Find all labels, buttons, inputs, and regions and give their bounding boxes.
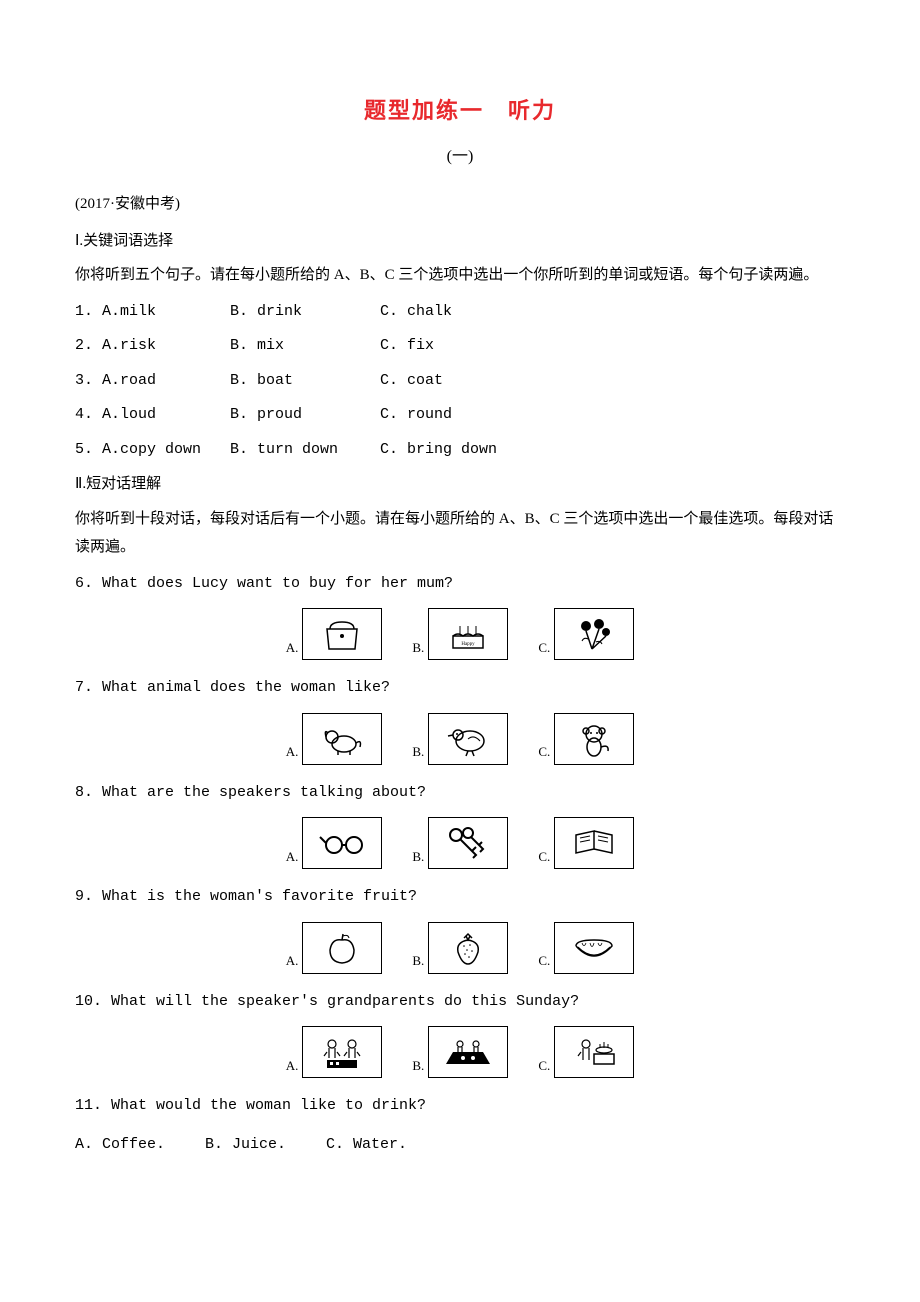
sub-title: (一) [75, 142, 845, 172]
keys-icon [428, 817, 508, 869]
section2-instructions: 你将听到十段对话，每段对话后有一个小题。请在每小题所给的 A、B、C 三个选项中… [75, 505, 845, 562]
image-option: B. [412, 1026, 508, 1078]
question-text: 9. What is the woman's favorite fruit? [75, 883, 845, 912]
image-options-row: A. B. C. [75, 817, 845, 869]
image-option: A. [286, 608, 383, 660]
flowers-icon [554, 608, 634, 660]
strawberry-icon [428, 922, 508, 974]
mc-question-row: 3. A.road B. boat C. coat [75, 367, 845, 396]
mc-option-a: 3. A.road [75, 367, 230, 396]
option-label: B. [412, 740, 424, 765]
image-option: A. [286, 922, 383, 974]
mc-option-c: C. round [380, 401, 845, 430]
apple-icon [302, 922, 382, 974]
section1-header: Ⅰ.关键词语选择 [75, 227, 845, 256]
text-option: B. Juice. [205, 1131, 286, 1160]
mc-option-c: C. chalk [380, 298, 845, 327]
image-options-row: A. B. C. [75, 713, 845, 765]
picnic-icon [428, 1026, 508, 1078]
image-options-row: A. B. C. [75, 1026, 845, 1078]
mc-option-b: B. drink [230, 298, 380, 327]
cooking-icon [554, 1026, 634, 1078]
option-label: C. [538, 1054, 550, 1079]
mc-option-b: B. turn down [230, 436, 380, 465]
bird-icon [428, 713, 508, 765]
image-option: B. [412, 817, 508, 869]
option-label: B. [412, 949, 424, 974]
mc-option-b: B. proud [230, 401, 380, 430]
option-label: A. [286, 740, 299, 765]
question-text: 8. What are the speakers talking about? [75, 779, 845, 808]
option-label: A. [286, 1054, 299, 1079]
mc-option-a: 4. A.loud [75, 401, 230, 430]
birthday-cake-icon: Happy [428, 608, 508, 660]
mc-option-a: 5. A.copy down [75, 436, 230, 465]
option-label: C. [538, 740, 550, 765]
option-label: C. [538, 949, 550, 974]
mc-option-c: C. fix [380, 332, 845, 361]
image-option: A. [286, 713, 383, 765]
image-option: A. [286, 1026, 383, 1078]
monkey-icon [554, 713, 634, 765]
mc-option-b: B. boat [230, 367, 380, 396]
books-icon [554, 817, 634, 869]
image-option: C. [538, 608, 634, 660]
watermelon-icon [554, 922, 634, 974]
question-text: 10. What will the speaker's grandparents… [75, 988, 845, 1017]
image-options-row: A. B. C. [75, 922, 845, 974]
question-text: 11. What would the woman like to drink? [75, 1092, 845, 1121]
text-options-row: A. Coffee. B. Juice. C. Water. [75, 1131, 845, 1160]
image-option: C. [538, 817, 634, 869]
image-option: B. [412, 922, 508, 974]
text-option: C. Water. [326, 1131, 407, 1160]
mc-option-a: 1. A.milk [75, 298, 230, 327]
option-label: A. [286, 636, 299, 661]
mc-question-row: 2. A.risk B. mix C. fix [75, 332, 845, 361]
question-text: 6. What does Lucy want to buy for her mu… [75, 570, 845, 599]
mc-question-row: 5. A.copy down B. turn down C. bring dow… [75, 436, 845, 465]
option-label: C. [538, 636, 550, 661]
question-text: 7. What animal does the woman like? [75, 674, 845, 703]
option-label: C. [538, 845, 550, 870]
mc-option-c: C. bring down [380, 436, 845, 465]
image-option: B. [412, 713, 508, 765]
glasses-icon [302, 817, 382, 869]
image-option: A. [286, 817, 383, 869]
section1-instructions: 你将听到五个句子。请在每小题所给的 A、B、C 三个选项中选出一个你所听到的单词… [75, 261, 845, 290]
mc-question-row: 1. A.milk B. drink C. chalk [75, 298, 845, 327]
text-option: A. Coffee. [75, 1131, 165, 1160]
exam-source: (2017·安徽中考) [75, 190, 845, 219]
play-chess-icon [302, 1026, 382, 1078]
image-option: C. [538, 713, 634, 765]
image-option: C. [538, 1026, 634, 1078]
image-option: C. [538, 922, 634, 974]
main-title: 题型加练一 听力 [75, 90, 845, 132]
mc-option-b: B. mix [230, 332, 380, 361]
dog-icon [302, 713, 382, 765]
mc-option-c: C. coat [380, 367, 845, 396]
image-options-row: A. B. Happy C. [75, 608, 845, 660]
image-option: B. Happy [412, 608, 508, 660]
option-label: A. [286, 845, 299, 870]
option-label: B. [412, 1054, 424, 1079]
option-label: B. [412, 636, 424, 661]
option-label: B. [412, 845, 424, 870]
option-label: A. [286, 949, 299, 974]
section2-header: Ⅱ.短对话理解 [75, 470, 845, 499]
mc-question-row: 4. A.loud B. proud C. round [75, 401, 845, 430]
svg-text:Happy: Happy [462, 642, 476, 647]
mc-option-a: 2. A.risk [75, 332, 230, 361]
handbag-icon [302, 608, 382, 660]
